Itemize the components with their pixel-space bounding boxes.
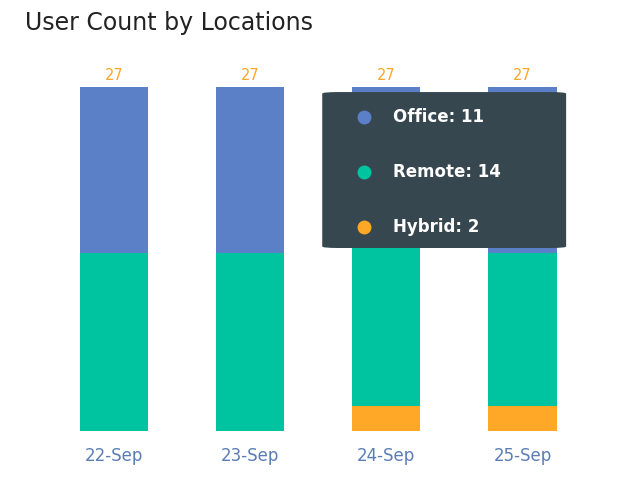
Text: Remote: 14: Remote: 14 <box>393 163 501 181</box>
Text: 27: 27 <box>105 69 123 83</box>
Text: 27: 27 <box>513 69 532 83</box>
FancyBboxPatch shape <box>322 92 566 248</box>
Text: Office: 11: Office: 11 <box>393 107 484 125</box>
Bar <box>216 87 284 253</box>
Bar <box>80 87 148 253</box>
Text: 27: 27 <box>241 69 260 83</box>
Bar <box>352 227 420 406</box>
Text: User Count by Locations: User Count by Locations <box>25 11 313 35</box>
Bar <box>352 87 420 227</box>
Bar <box>488 253 556 406</box>
Bar <box>352 406 420 431</box>
Bar <box>488 406 556 431</box>
Bar <box>216 253 284 431</box>
Bar <box>80 253 148 431</box>
Text: 27: 27 <box>377 69 396 83</box>
Text: Hybrid: 2: Hybrid: 2 <box>393 219 479 236</box>
Bar <box>488 87 556 253</box>
